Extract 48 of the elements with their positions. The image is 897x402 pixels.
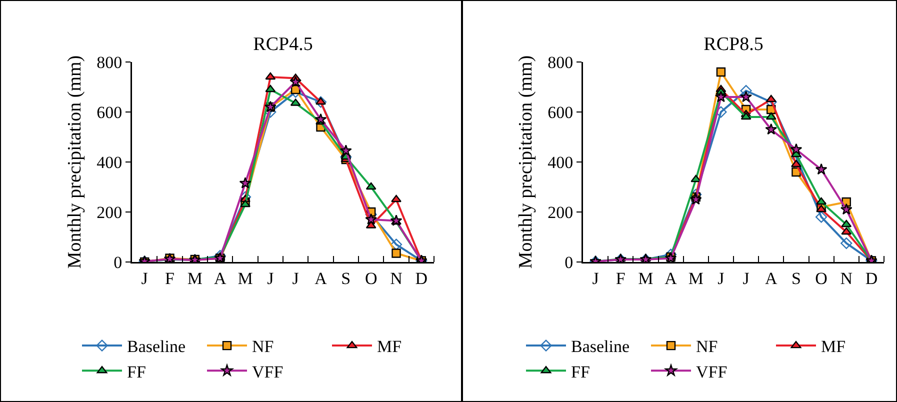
y-tick-label: 800 bbox=[548, 52, 574, 72]
x-tick-label: F bbox=[165, 268, 174, 288]
legend-label: VFF bbox=[696, 362, 728, 382]
y-tick-label: 400 bbox=[548, 152, 574, 172]
legend-label: VFF bbox=[252, 362, 284, 382]
x-tick-label: O bbox=[815, 268, 828, 288]
x-tick-label: N bbox=[390, 268, 402, 288]
legend-label: MF bbox=[821, 337, 846, 356]
x-tick-label: J bbox=[592, 268, 600, 288]
x-tick-label: A bbox=[314, 268, 328, 288]
x-tick-label: M bbox=[187, 268, 202, 288]
x-tick-label: J bbox=[718, 268, 725, 288]
x-tick-label: J bbox=[267, 268, 274, 288]
y-tick-label: 200 bbox=[548, 202, 574, 222]
y-axis-title: Monthly precipitation (mm) bbox=[516, 55, 537, 269]
chart-title: RCP8.5 bbox=[704, 34, 764, 55]
x-tick-label: S bbox=[791, 268, 801, 288]
legend-label: FF bbox=[127, 362, 146, 382]
legend-label: FF bbox=[571, 362, 590, 382]
legend-label: MF bbox=[377, 337, 402, 356]
x-tick-label: M bbox=[688, 268, 704, 288]
x-tick-label: N bbox=[840, 268, 853, 288]
x-tick-label: J bbox=[742, 268, 750, 288]
legend-label: Baseline bbox=[127, 337, 186, 356]
y-tick-label: 0 bbox=[564, 252, 574, 272]
legend-label: NF bbox=[252, 337, 274, 356]
x-tick-label: M bbox=[638, 268, 654, 288]
x-tick-label: A bbox=[764, 268, 778, 288]
y-tick-label: 200 bbox=[96, 202, 122, 222]
x-tick-label: M bbox=[238, 268, 253, 288]
y-tick-label: 400 bbox=[96, 152, 122, 172]
x-tick-label: D bbox=[865, 268, 878, 288]
x-tick-label: O bbox=[364, 268, 378, 288]
x-tick-label: A bbox=[664, 268, 678, 288]
y-tick-label: 600 bbox=[96, 102, 122, 122]
y-tick-label: 800 bbox=[96, 52, 122, 72]
chart-title: RCP4.5 bbox=[253, 34, 313, 55]
x-tick-label: J bbox=[141, 268, 148, 288]
x-tick-label: F bbox=[616, 268, 626, 288]
legend-label: Baseline bbox=[571, 337, 630, 356]
x-tick-label: A bbox=[214, 268, 227, 288]
legend-label: NF bbox=[696, 337, 718, 356]
y-axis-title: Monthly precipitation (mm) bbox=[64, 55, 86, 269]
y-tick-label: 600 bbox=[548, 102, 574, 122]
y-tick-label: 0 bbox=[114, 252, 122, 272]
x-tick-label: J bbox=[292, 268, 300, 288]
x-tick-label: D bbox=[415, 268, 428, 288]
x-tick-label: S bbox=[341, 268, 351, 288]
